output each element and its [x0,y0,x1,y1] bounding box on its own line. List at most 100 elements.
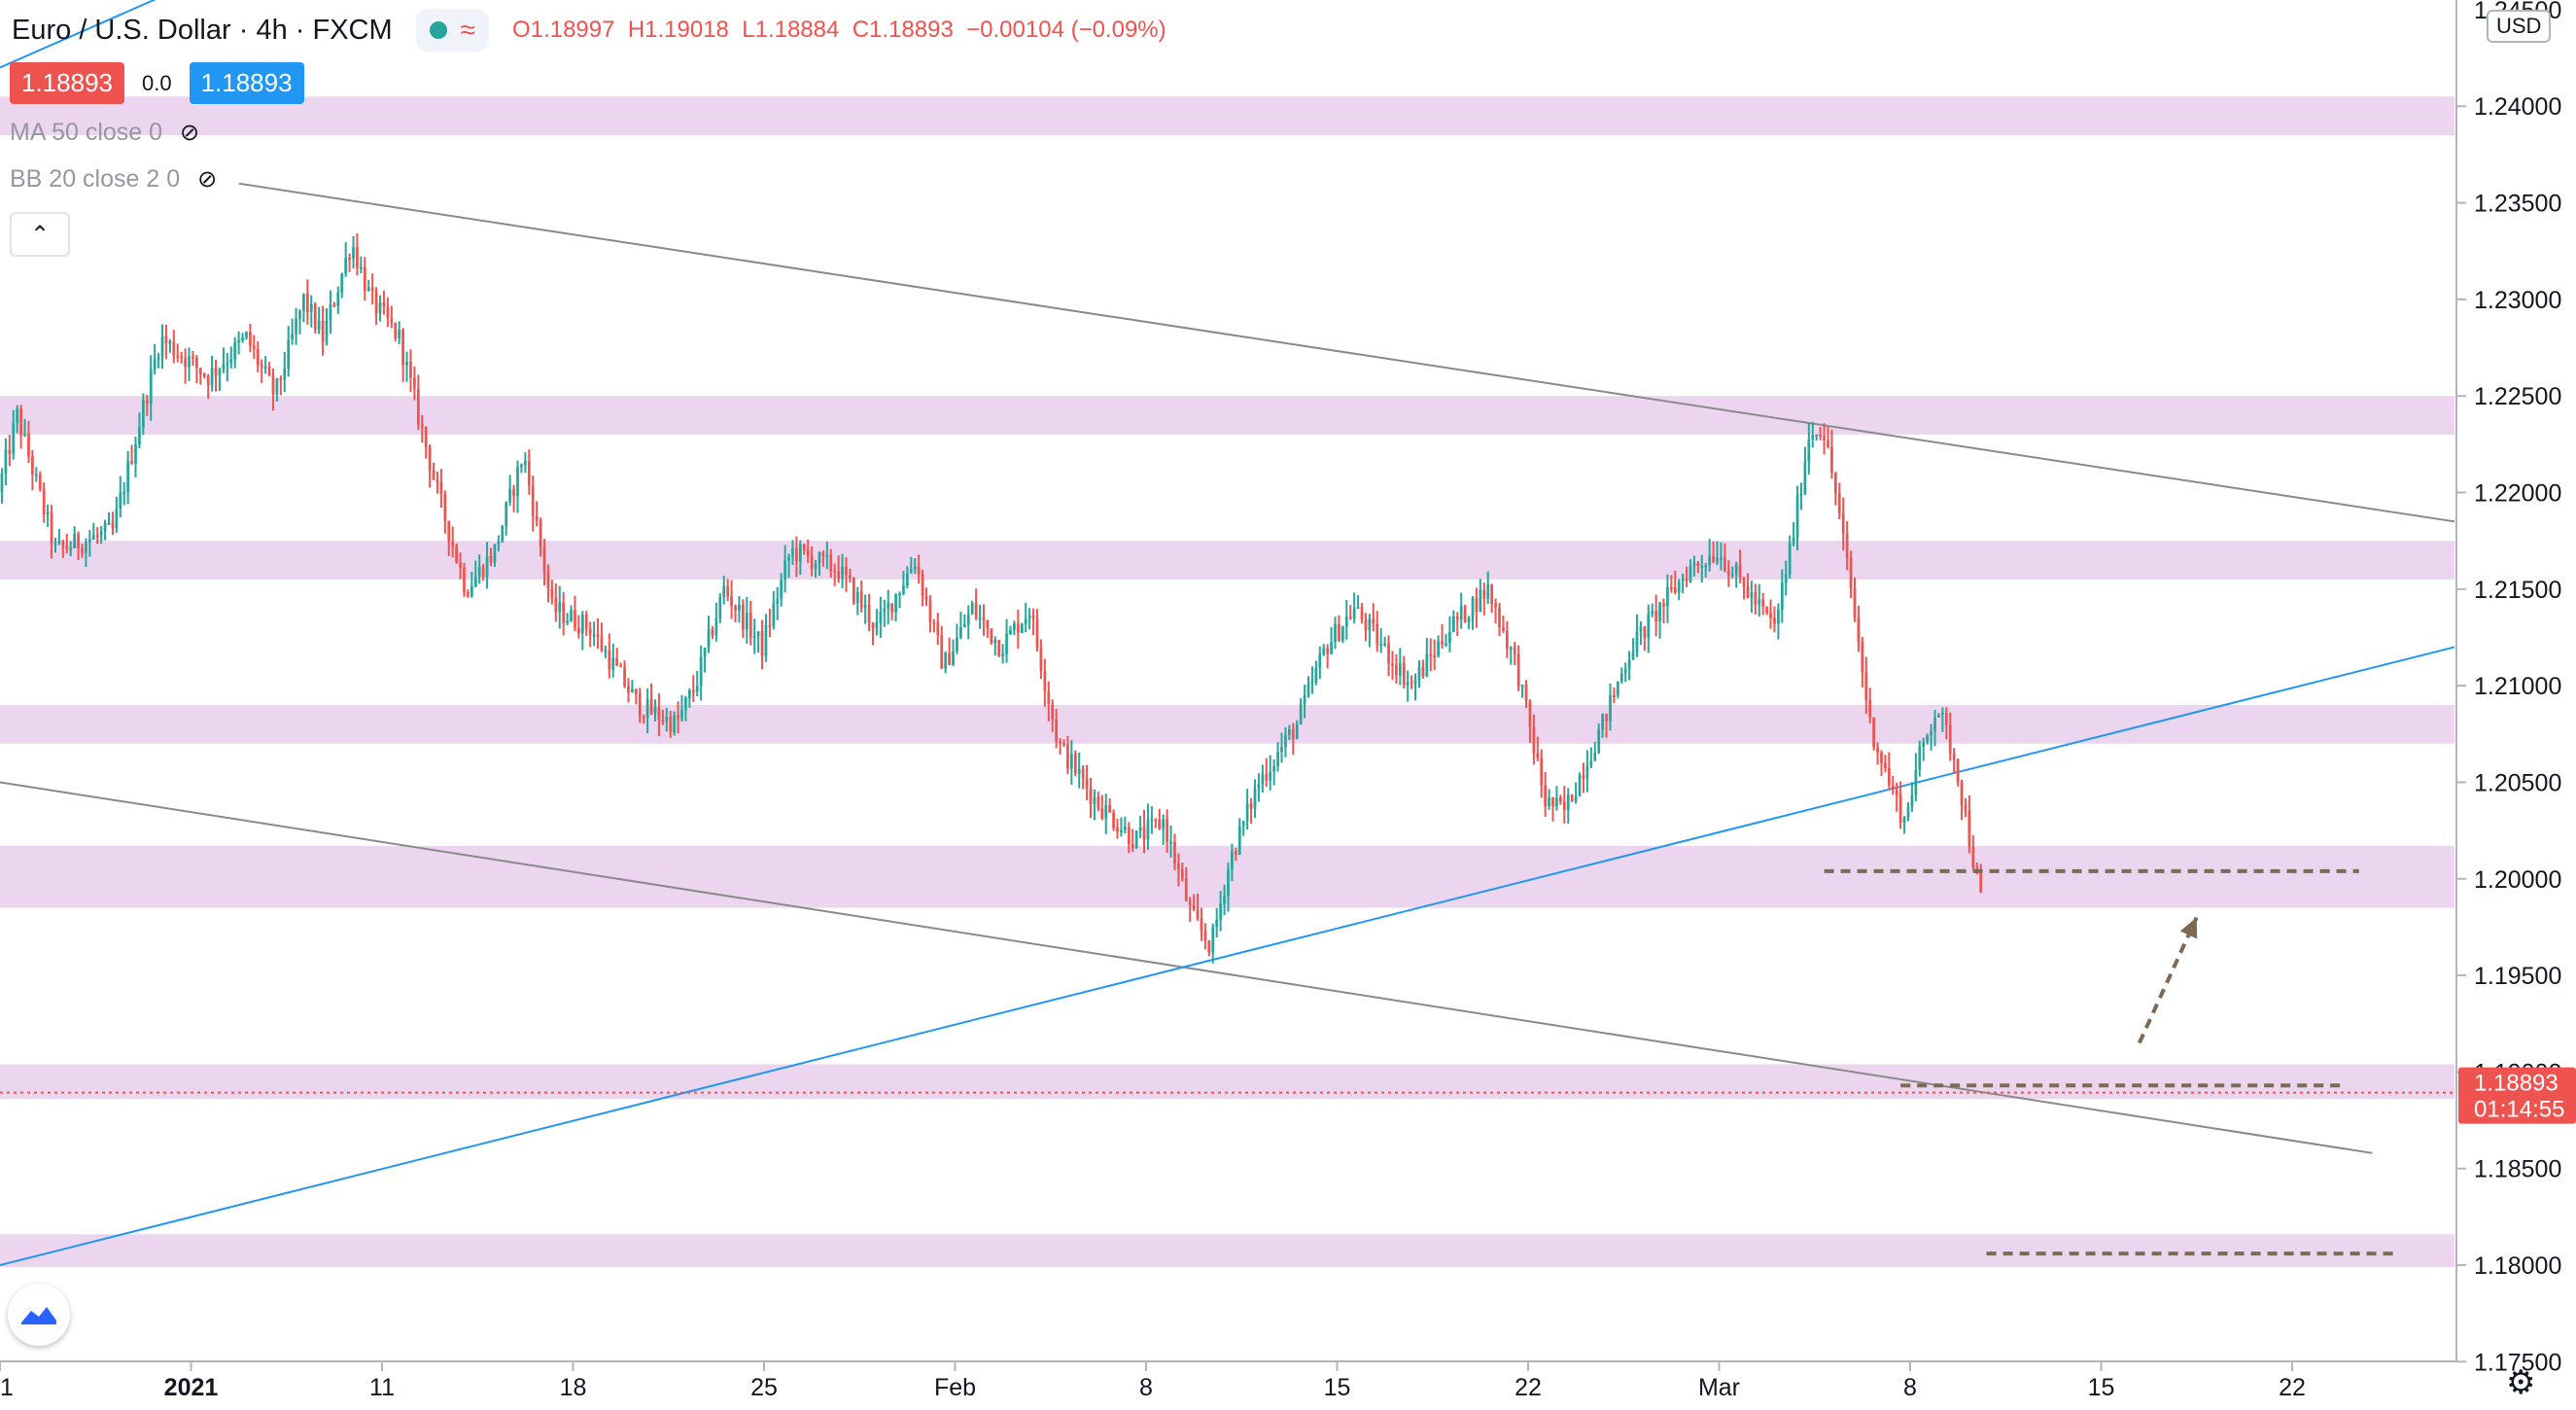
candle-body [505,502,508,527]
candle-body [760,631,764,656]
candle-body [1047,690,1051,705]
candle-body [1112,812,1115,828]
candle-body [111,522,115,528]
candle-body [241,337,244,341]
candle-body [1391,663,1394,666]
candle-body [1100,808,1104,819]
candle-body [1486,584,1490,599]
symbol-title[interactable]: Euro / U.S. Dollar · 4h · FXCM [12,14,393,46]
candle-body [990,628,993,644]
candle-body [1158,819,1162,829]
candle-body [81,548,84,553]
ohlc-change: −0.00104 (−0.09%) [966,17,1166,43]
market-status-pill[interactable]: ≈ [415,9,490,52]
candle-body [1348,617,1352,619]
candle-body [1792,537,1795,544]
eye-hidden-icon[interactable]: ⊘ [197,166,218,193]
x-tick-label: 25 [750,1374,778,1401]
candle-body [570,610,573,621]
tradingview-logo[interactable] [8,1284,70,1346]
candle-body [1861,642,1864,673]
candle-body [267,367,271,376]
currency-badge[interactable]: USD [2487,10,2552,43]
candle-body [164,335,168,343]
logo-icon [21,1307,56,1324]
candle-body [1532,726,1536,754]
candle-body [1261,774,1265,785]
candle-body [141,400,145,428]
candle-body [73,533,77,548]
candle-body [1635,631,1639,653]
candle-body [1750,591,1754,598]
candle-body [673,715,677,733]
candle-body [1016,623,1020,633]
candle-body [477,566,481,577]
candle-body [1597,729,1601,754]
candle-body [298,310,301,319]
candle-body [1303,695,1306,704]
indicator-bb[interactable]: BB 20 close 2 0 ⊘ [10,165,217,194]
buy-price-button[interactable]: 1.18893 [189,62,304,104]
candle-body [1544,785,1548,806]
x-tick-label: Feb [934,1374,976,1401]
candle-body [1166,819,1168,842]
sr-zone-2 [0,541,2454,580]
candle-body [718,597,722,618]
candle-body [810,555,814,569]
candle-body [1127,827,1131,845]
candle-body [501,526,505,543]
candle-body [1647,614,1651,638]
candle-body [27,434,30,457]
candle-body [1154,819,1158,822]
candle-body [317,320,321,330]
candle-body [887,603,890,610]
candle-body [1803,461,1807,494]
candle-body [1688,566,1692,582]
candle-body [409,362,412,378]
candle-body [1138,827,1142,831]
candle-body [65,546,69,549]
candle-body [814,563,818,569]
candle-body [1237,826,1241,855]
candle-body [1738,564,1742,578]
indicator-ma[interactable]: MA 50 close 0 ⊘ [10,119,199,147]
candle-body [1131,844,1134,849]
candle-body [271,375,275,395]
candle-body [1265,774,1269,781]
candle-body [356,247,359,268]
candle-body [829,554,833,572]
y-tick-label: 1.19500 [2474,963,2561,990]
candle-body [1005,633,1008,654]
candle-body [1864,672,1868,701]
candle-body [905,573,909,586]
candle-body [467,592,470,596]
candle-body [649,698,653,714]
candle-body [50,512,53,544]
candle-body [1227,869,1230,897]
trendline-2 [0,646,2455,1266]
candle-body [1777,609,1780,624]
candle-body [1956,759,1960,783]
candle-body [237,340,240,343]
candle-body [1941,712,1944,716]
eye-hidden-icon[interactable]: ⊘ [180,120,200,146]
candle-body [214,368,218,376]
candle-body [1559,797,1562,802]
gear-icon[interactable]: ⚙ [2506,1364,2536,1401]
candle-body [348,258,351,261]
candle-body [459,562,462,568]
candle-body [1482,589,1486,599]
candle-body [38,474,42,489]
wave-icon: ≈ [460,15,476,45]
candle-body [795,547,798,562]
candle-body [787,556,790,561]
candle-body [340,273,344,293]
collapse-legend-button[interactable]: ⌃ [10,212,70,257]
x-tick-label: 8 [1139,1374,1153,1401]
candle-body [325,320,329,342]
sell-price-button[interactable]: 1.18893 [10,62,124,104]
candle-body [1830,446,1833,474]
candle-body [157,357,160,360]
ohlc-low: L1.18884 [742,17,840,43]
